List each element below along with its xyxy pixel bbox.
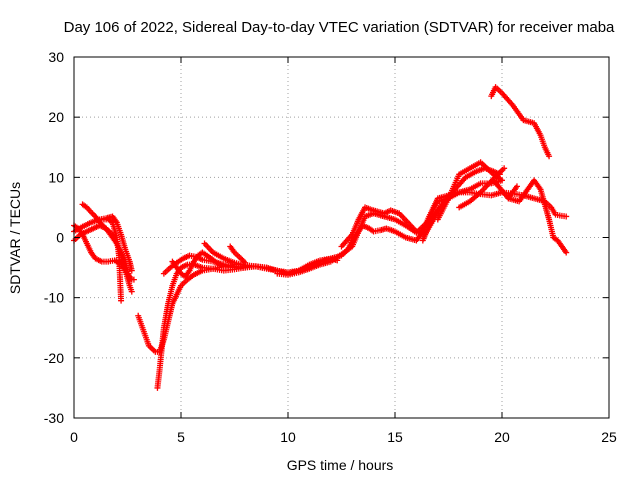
y-axis-ticks: -30 -20 -10 0 10 20 30 — [44, 49, 609, 426]
series-track-15 — [434, 159, 505, 223]
x-tick-label: 20 — [494, 429, 510, 445]
x-tick-label: 10 — [280, 429, 296, 445]
data-points — [71, 84, 570, 391]
y-axis-label: SDTVAR / TECUs — [7, 182, 23, 294]
series-track-18 — [488, 84, 553, 160]
data-point — [499, 177, 505, 184]
y-tick-label: -30 — [44, 410, 64, 426]
series-track-5 — [96, 213, 135, 274]
series-track-19 — [505, 177, 570, 256]
x-tick-label: 5 — [177, 429, 185, 445]
data-point — [563, 213, 570, 220]
y-tick-label: -10 — [44, 290, 64, 306]
x-tick-label: 0 — [70, 429, 78, 445]
grid-lines — [74, 57, 609, 418]
data-point — [563, 249, 570, 256]
y-tick-label: 20 — [48, 109, 64, 125]
data-point — [546, 153, 553, 160]
data-point — [118, 297, 125, 304]
data-point-interp — [239, 256, 246, 263]
data-point-interp — [89, 210, 96, 217]
data-point — [263, 264, 270, 271]
data-point — [501, 165, 508, 172]
series-track-11 — [227, 243, 249, 266]
series-track-6 — [135, 189, 570, 355]
data-point — [128, 267, 135, 274]
chart-title: Day 106 of 2022, Sidereal Day-to-day VTE… — [64, 19, 615, 36]
data-point — [242, 259, 249, 266]
y-tick-label: 30 — [48, 49, 64, 65]
x-axis-label: GPS time / hours — [287, 457, 394, 473]
data-point — [126, 276, 133, 283]
x-tick-label: 25 — [601, 429, 617, 445]
data-point — [513, 183, 520, 190]
y-tick-label: -20 — [44, 350, 64, 366]
series-track-14 — [419, 177, 505, 244]
y-tick-label: 10 — [48, 169, 64, 185]
y-tick-label: 0 — [56, 230, 64, 246]
x-tick-label: 15 — [387, 429, 403, 445]
x-axis-ticks: 0 5 10 15 20 25 — [70, 57, 617, 445]
data-point — [128, 288, 135, 295]
